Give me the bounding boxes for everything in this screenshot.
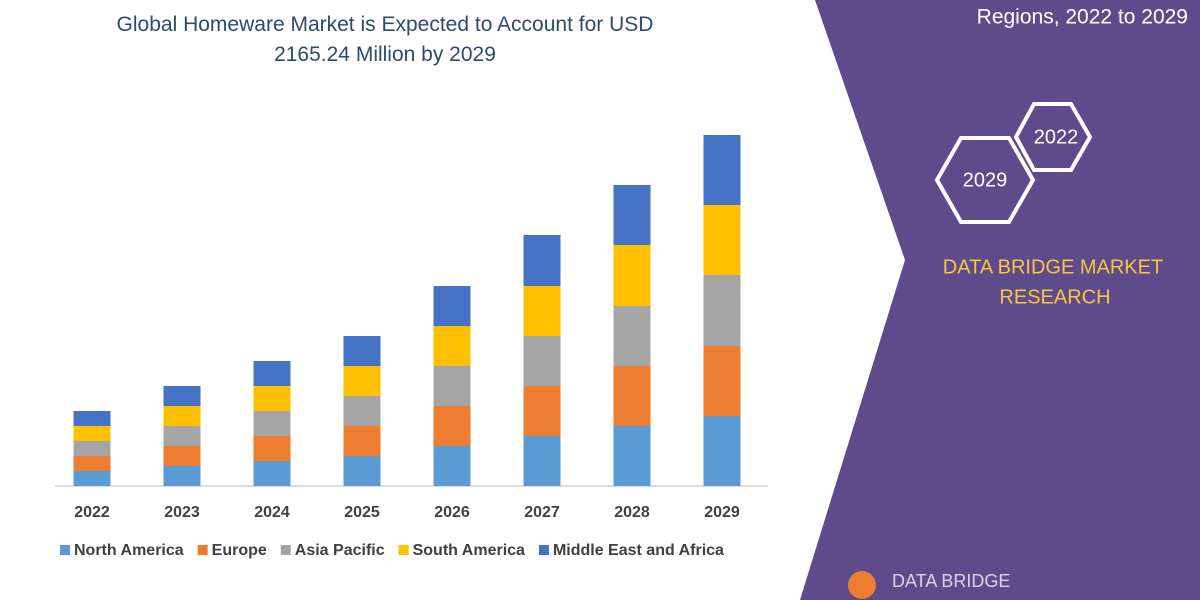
bar-segment (433, 406, 471, 446)
bar-segment (523, 286, 561, 336)
bar-segment (703, 275, 741, 346)
x-tick-label: 2027 (524, 504, 560, 521)
hex-label: 2022 (1034, 126, 1079, 148)
legend-label: Asia Pacific (295, 542, 385, 559)
bar-segment (253, 386, 291, 411)
bar-segment (163, 406, 201, 426)
bar-segment (703, 205, 741, 275)
x-tick-label: 2024 (254, 504, 290, 521)
bar-segment (73, 411, 111, 426)
bar-segment (343, 426, 381, 456)
bar-segment (703, 346, 741, 416)
logo-text: DATA BRIDGE (892, 571, 1010, 591)
bar-segment (73, 426, 111, 441)
bar-segment (613, 306, 651, 366)
legend-swatch (60, 545, 70, 555)
bar-segment (613, 245, 651, 306)
bar-segment (343, 366, 381, 396)
brand-line: DATA BRIDGE MARKET (943, 256, 1163, 278)
bar-segment (343, 336, 381, 366)
hexagon (934, 136, 1036, 224)
x-tick-label: 2028 (614, 504, 650, 521)
bar-segment (433, 286, 471, 326)
bar-segment (253, 436, 291, 461)
bar-segment (703, 416, 741, 486)
bar-segment (523, 386, 561, 436)
legend-swatch (197, 545, 208, 555)
bar-segment (613, 426, 651, 486)
bar-segment (613, 366, 651, 426)
legend-swatch (280, 545, 291, 555)
legend-label: South America (413, 542, 525, 559)
bar-segment (73, 441, 111, 456)
bar-segment (703, 135, 741, 205)
bar-segment (523, 336, 561, 386)
bar-segment (343, 396, 381, 426)
x-tick-label: 2029 (704, 504, 740, 521)
legend-swatch (538, 545, 549, 555)
bar-segment (163, 466, 201, 486)
bar-segment (523, 235, 561, 286)
chart-title: Global Homeware Market is Expected to Ac… (116, 13, 654, 66)
hexagon (1013, 102, 1093, 172)
x-tick-label: 2025 (344, 504, 380, 521)
bar-segment (253, 411, 291, 436)
bar-segment (73, 456, 111, 471)
bar-segment (613, 185, 651, 245)
x-tick-label: 2023 (164, 504, 200, 521)
bar-segment (163, 446, 201, 466)
side-panel (800, 0, 1200, 600)
legend-label: North America (74, 542, 184, 559)
logo-icon (848, 571, 876, 599)
x-tick-label: 2026 (434, 504, 470, 521)
bar-segment (433, 446, 471, 486)
bar-segment (163, 426, 201, 446)
bar-segment (253, 461, 291, 486)
x-tick-label: 2022 (74, 504, 110, 521)
bar-segment (433, 366, 471, 406)
hex-label: 2029 (963, 169, 1008, 191)
panel-subtitle: Regions, 2022 to 2029 (977, 6, 1188, 29)
brand-line: RESEARCH (999, 286, 1110, 308)
legend-label: Middle East and Africa (553, 542, 724, 559)
bar-segment (433, 326, 471, 366)
bar-segment (253, 361, 291, 386)
bar-segment (73, 471, 111, 486)
legend-label: Europe (212, 542, 267, 559)
bar-segment (343, 456, 381, 486)
bar-segment (523, 436, 561, 486)
legend-swatch (398, 545, 409, 555)
bar-segment (163, 386, 201, 406)
